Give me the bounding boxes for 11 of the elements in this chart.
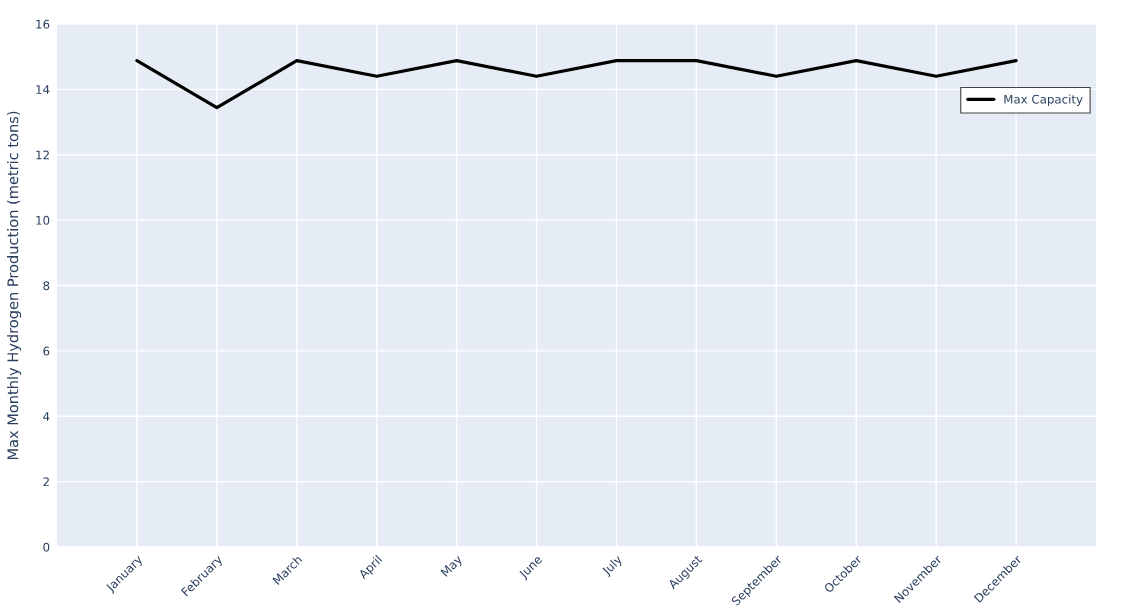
y-tick-label: 6: [43, 346, 50, 356]
y-tick-label: 10: [36, 215, 50, 225]
y-axis-title: Max Monthly Hydrogen Production (metric tons): [7, 111, 22, 460]
y-tick-label: 0: [43, 542, 50, 552]
y-tick-label: 16: [36, 19, 50, 29]
y-tick-label: 8: [43, 281, 50, 291]
y-tick-label: 4: [43, 412, 50, 421]
y-tick-label: 14: [36, 85, 50, 94]
legend-label: Max Capacity: [1004, 94, 1083, 106]
y-tick-label: 2: [43, 477, 49, 487]
y-tick-label: 12: [36, 150, 49, 160]
